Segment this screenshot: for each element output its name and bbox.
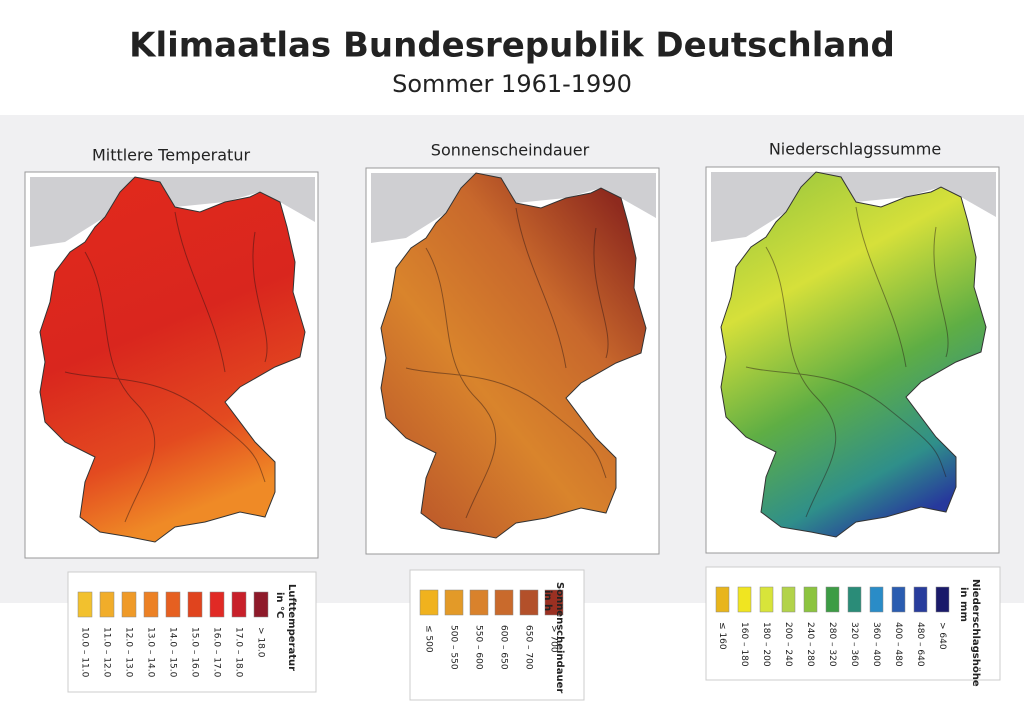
legend-swatch [544, 589, 564, 616]
legend-label: 12.0 – 13.0 [124, 627, 134, 678]
legend-swatch [253, 591, 269, 618]
legend-swatch [444, 589, 464, 616]
page-subtitle: Sommer 1961-1990 [392, 70, 632, 98]
legend-label: ≤ 500 [424, 625, 434, 653]
legend-label: 280 – 320 [827, 622, 837, 667]
legend-swatch [469, 589, 489, 616]
legend-swatch [143, 591, 159, 618]
rivers [405, 207, 609, 519]
legend-label: 10.0 – 11.0 [80, 627, 90, 678]
map [365, 167, 660, 555]
sea [30, 177, 315, 247]
legend-swatch [99, 591, 115, 618]
legend-title: Lufttemperatur [286, 584, 297, 671]
legend-label: 480 – 640 [915, 622, 925, 667]
legend-title: Niederschlagshöhe [970, 579, 981, 687]
legend-swatch [209, 591, 225, 618]
page-title: Klimaatlas Bundesrepublik Deutschland [129, 26, 895, 66]
legend-unit: in mm [958, 587, 969, 622]
legend-swatch [231, 591, 247, 618]
legend-swatch [759, 586, 774, 613]
legend-label: > 640 [937, 622, 947, 650]
legend-label: 180 – 200 [761, 622, 771, 667]
legend-swatch [77, 591, 93, 618]
legend-swatch [847, 586, 862, 613]
legend: ≤ 500 500 – 550 550 – 600 600 – 650 650 – 70… [409, 569, 585, 701]
legend-swatch [419, 589, 439, 616]
legend: ≤ 160 160 – 180 180 – 200 200 – 240 240 – 28… [705, 566, 1001, 687]
legend-unit: in h [542, 590, 553, 611]
sea [371, 173, 656, 243]
legend-swatch [891, 586, 906, 613]
legend-swatch [187, 591, 203, 618]
legend-label: 360 – 400 [871, 622, 881, 667]
legend-swatch [825, 586, 840, 613]
legend-label: 15.0 – 16.0 [190, 627, 200, 678]
rivers [745, 206, 949, 518]
legend-swatch [121, 591, 137, 618]
legend-label: 240 – 280 [805, 622, 815, 667]
legend-label: 16.0 – 17.0 [212, 627, 222, 678]
legend-label: 200 – 240 [783, 622, 793, 667]
legend-label: 14.0 – 15.0 [168, 627, 178, 678]
legend-swatch [165, 591, 181, 618]
legend-swatch [803, 586, 818, 613]
map [24, 171, 319, 559]
legend-box [705, 566, 1001, 681]
legend-title: Sonnenscheindauer [554, 582, 565, 693]
rivers [64, 211, 268, 523]
panels: Mittlere Temperatur 10.0 – 11.0 11.0 – 12.… [24, 140, 1001, 701]
map [705, 166, 1000, 554]
legend-label: > 700 [549, 625, 559, 653]
legend-label: ≤ 160 [717, 622, 727, 650]
legend-swatch [519, 589, 539, 616]
legend-unit: in °C [274, 592, 285, 618]
legend-label: 13.0 – 14.0 [146, 627, 156, 678]
legend-label: 500 – 550 [449, 625, 459, 670]
map-title: Mittlere Temperatur [92, 146, 251, 165]
legend-swatch [869, 586, 884, 613]
legend-label: 320 – 360 [849, 622, 859, 667]
map-title: Sonnenscheindauer [431, 141, 590, 160]
legend-swatch [715, 586, 730, 613]
legend-label: 17.0 – 18.0 [234, 627, 244, 678]
legend-swatch [781, 586, 796, 613]
legend-label: 600 – 650 [499, 625, 509, 670]
legend-label: 11.0 – 12.0 [102, 627, 112, 678]
legend-swatch [935, 586, 950, 613]
legend-swatch [913, 586, 928, 613]
legend: 10.0 – 11.0 11.0 – 12.0 12.0 – 13.0 13.0 – … [67, 571, 317, 693]
map-title: Niederschlagssumme [769, 140, 941, 159]
legend-swatch [494, 589, 514, 616]
legend-label: 550 – 600 [474, 625, 484, 670]
legend-label: 400 – 480 [893, 622, 903, 667]
legend-label: > 18.0 [256, 627, 266, 658]
sea [711, 172, 996, 242]
legend-label: 160 – 180 [739, 622, 749, 667]
legend-label: 650 – 700 [524, 625, 534, 670]
legend-swatch [737, 586, 752, 613]
